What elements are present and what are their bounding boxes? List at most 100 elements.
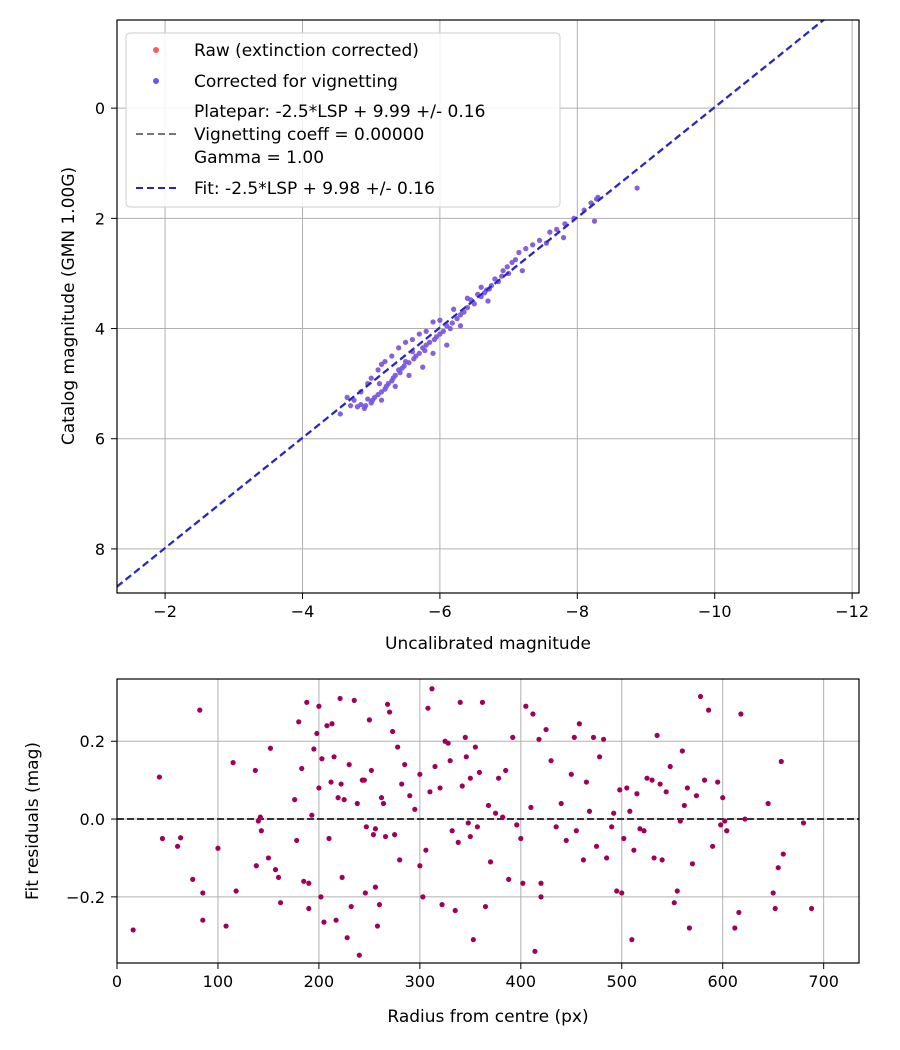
corrected-point <box>411 356 417 362</box>
residual-point <box>465 820 471 826</box>
residual-point <box>272 867 279 873</box>
residual-point <box>724 828 730 834</box>
residual-point <box>596 754 603 760</box>
corrected-point <box>457 312 464 318</box>
residual-point <box>335 795 341 801</box>
residual-point <box>514 822 520 828</box>
legend-box <box>125 32 561 208</box>
residual-point <box>296 719 302 725</box>
residual-point <box>604 855 610 861</box>
residual-point <box>532 948 538 954</box>
residual-point <box>277 900 284 906</box>
residual-point <box>553 824 559 830</box>
residual-point <box>530 711 536 717</box>
legend-raw-label: Raw (extinction corrected) <box>194 41 419 61</box>
residual-point <box>346 761 352 768</box>
residual-point <box>341 797 347 803</box>
x-tick-label: −12 <box>835 602 869 621</box>
corrected-point <box>402 339 409 345</box>
corrected-point <box>420 345 426 351</box>
residual-point <box>573 828 579 834</box>
residual-point <box>580 857 587 863</box>
residual-point <box>710 843 716 849</box>
residual-point <box>775 865 781 871</box>
residual-point <box>548 758 554 764</box>
residual-point <box>568 771 574 777</box>
calibration-x-ticks: −2 −4 −6 −8 −10 −12 <box>153 593 869 621</box>
corrected-point <box>430 350 436 356</box>
residual-point <box>339 874 345 881</box>
corrected-point <box>444 342 450 348</box>
corrected-point <box>444 323 450 329</box>
residual-point <box>412 806 418 812</box>
corrected-point <box>431 336 438 343</box>
corrected-point <box>478 284 484 290</box>
residual-point <box>423 847 429 853</box>
residual-point <box>321 919 327 925</box>
x-tick-label: 200 <box>304 972 335 991</box>
corrected-point <box>536 237 543 243</box>
residual-point <box>772 905 778 912</box>
residual-point <box>348 903 354 910</box>
residual-point <box>429 686 435 692</box>
corrected-point <box>492 276 498 282</box>
residual-point <box>631 847 637 853</box>
calibration-y-ticks: 0 2 4 6 8 <box>95 99 117 559</box>
residual-point <box>319 756 325 762</box>
calibration-y-label: Catalog magnitude (GMN 1.00G) <box>59 167 79 445</box>
corrected-point <box>547 229 553 235</box>
residual-point <box>265 855 272 861</box>
residual-point <box>174 843 181 849</box>
corrected-point <box>351 397 357 403</box>
y-tick-label: 0.0 <box>80 810 105 829</box>
residual-point <box>455 839 461 845</box>
x-tick-label: 0 <box>112 972 122 991</box>
corrected-point <box>481 290 488 296</box>
corrected-point <box>519 268 525 274</box>
residual-point <box>500 814 506 820</box>
residual-point <box>778 758 784 765</box>
residual-point <box>629 937 635 943</box>
residual-point <box>677 818 683 824</box>
residual-point <box>681 802 687 809</box>
residual-point <box>316 703 322 709</box>
corrected-point <box>430 319 436 325</box>
residual-point <box>258 828 264 834</box>
corrected-point <box>457 323 464 329</box>
residual-point <box>257 814 263 820</box>
residual-point <box>306 880 312 886</box>
residual-point <box>576 721 582 727</box>
residual-point <box>738 711 744 717</box>
residual-point <box>382 833 389 840</box>
corrected-point <box>464 295 470 301</box>
residual-point <box>363 824 369 830</box>
residual-point <box>333 917 339 923</box>
residual-point <box>292 797 298 803</box>
residual-point <box>474 824 480 830</box>
residual-point <box>528 804 534 810</box>
residual-point <box>536 736 542 742</box>
residual-point <box>197 707 203 713</box>
residual-point <box>563 837 569 844</box>
y-tick-label: 0.2 <box>80 732 105 751</box>
residual-point <box>693 793 700 799</box>
residual-point <box>447 758 453 764</box>
residual-point <box>593 843 600 849</box>
residual-point <box>329 721 335 727</box>
corrected-point <box>347 403 354 409</box>
residual-point <box>654 732 660 739</box>
residual-point <box>439 902 445 908</box>
residual-point <box>402 761 408 768</box>
residual-point <box>718 822 724 828</box>
residual-point <box>476 769 483 775</box>
residual-point <box>705 707 712 713</box>
residual-point <box>304 699 310 705</box>
residual-point <box>463 754 469 760</box>
residual-point <box>361 777 367 783</box>
residual-point <box>378 795 385 801</box>
y-tick-label: 0 <box>95 99 105 118</box>
y-tick-label: 8 <box>95 540 105 559</box>
residual-point <box>462 734 468 740</box>
residual-point <box>518 835 524 842</box>
